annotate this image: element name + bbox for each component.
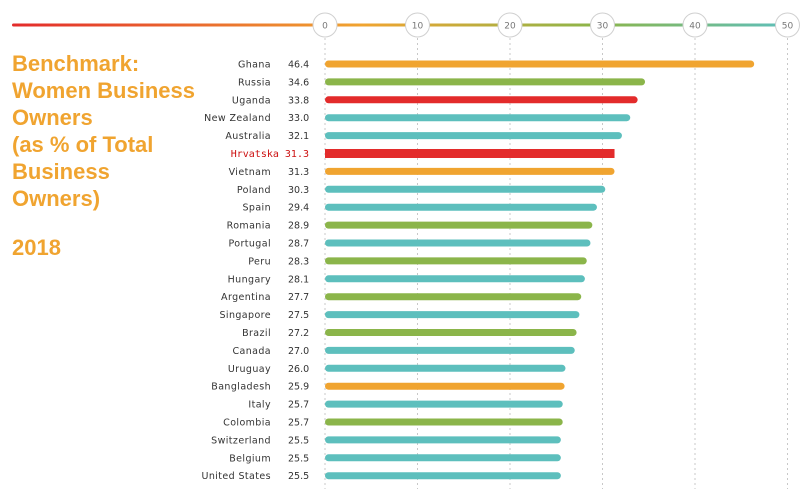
- category-label: Spain: [242, 203, 271, 214]
- category-label: Brazil: [242, 328, 271, 339]
- tick-circle-10: [405, 12, 430, 38]
- category-label: Belgium: [229, 453, 271, 464]
- bar-spain: [325, 203, 597, 211]
- value-label: 28.3: [288, 256, 309, 267]
- category-label: Singapore: [219, 310, 271, 321]
- category-label: Hungary: [228, 274, 271, 285]
- title-line-6: Owners): [12, 186, 101, 211]
- bar-italy: [325, 400, 563, 408]
- bar-canada: [325, 346, 575, 354]
- tick-circle-20: [497, 12, 523, 38]
- title-line-5: Business: [12, 159, 110, 184]
- bar-russia: [325, 78, 646, 86]
- bar-switzerland: [325, 436, 561, 444]
- bar-peru: [325, 257, 587, 265]
- bar-united-states: [325, 472, 561, 480]
- value-label: 27.7: [288, 292, 309, 303]
- value-label: 27.5: [288, 310, 309, 321]
- bar-ghana: [325, 60, 755, 68]
- bar-argentina: [325, 293, 582, 301]
- bar-colombia: [325, 418, 563, 426]
- highlight-label: Hrvatska 31.3: [231, 149, 309, 160]
- value-label: 25.5: [288, 435, 309, 446]
- tick-label-10: 10: [412, 22, 424, 32]
- title-line-4: (as % of Total: [12, 132, 154, 157]
- category-label: Vietnam: [229, 167, 271, 178]
- value-label: 25.5: [288, 453, 309, 464]
- bar-brazil: [325, 329, 577, 336]
- bar-bangladesh: [325, 382, 565, 390]
- category-label: Portugal: [228, 239, 271, 250]
- tick-label-50: 50: [782, 22, 794, 32]
- value-label: 28.7: [288, 239, 309, 250]
- category-label: Australia: [225, 131, 271, 142]
- tick-label-30: 30: [597, 22, 609, 32]
- category-label: Uruguay: [228, 364, 271, 375]
- value-label: 31.3: [288, 167, 309, 178]
- bar-vietnam: [325, 167, 615, 175]
- value-label: 29.4: [288, 203, 309, 214]
- category-label: Ghana: [238, 60, 271, 71]
- bar-poland: [325, 185, 606, 193]
- category-label: Romania: [227, 221, 271, 232]
- value-label: 26.0: [288, 364, 309, 375]
- category-label: Colombia: [223, 418, 271, 429]
- category-label: Peru: [248, 256, 271, 267]
- value-label: 27.0: [288, 346, 309, 357]
- category-label: Switzerland: [211, 435, 271, 446]
- category-label: Uganda: [232, 95, 271, 106]
- category-label: United States: [201, 471, 271, 482]
- bar-new-zealand: [325, 114, 631, 122]
- bar-uganda: [325, 96, 638, 104]
- bar-belgium: [325, 454, 561, 462]
- value-label: 28.9: [288, 221, 309, 232]
- title-line-1: Benchmark:: [12, 51, 140, 76]
- tick-label-40: 40: [689, 22, 701, 32]
- tick-circle-30: [590, 12, 615, 38]
- title-line-3: Owners: [12, 105, 93, 130]
- axis-rule: [12, 23, 792, 27]
- chart-year: 2018: [12, 235, 61, 260]
- value-label: 32.1: [288, 131, 309, 142]
- bar-australia: [325, 132, 622, 140]
- chart-title: Benchmark: Women Business Owners (as % o…: [12, 50, 242, 261]
- value-label: 25.9: [288, 382, 309, 393]
- bar-hrvatska: [325, 149, 615, 158]
- tick-circle-0: [312, 12, 338, 38]
- tick-circle-40: [682, 12, 708, 38]
- title-line-2: Women Business: [12, 78, 195, 103]
- bar-uruguay: [325, 364, 566, 372]
- value-label: 33.0: [288, 113, 309, 124]
- value-label: 30.3: [288, 185, 309, 196]
- category-label: Italy: [248, 400, 271, 411]
- bar-singapore: [325, 311, 580, 319]
- value-label: 28.1: [288, 274, 309, 285]
- category-label: New Zealand: [204, 113, 271, 124]
- category-label: Poland: [237, 185, 271, 196]
- value-label: 46.4: [288, 60, 309, 71]
- category-label: Argentina: [221, 292, 271, 303]
- bar-portugal: [325, 239, 591, 247]
- bar-romania: [325, 221, 593, 229]
- value-label: 33.8: [288, 95, 309, 106]
- category-label: Bangladesh: [211, 382, 271, 393]
- value-label: 27.2: [288, 328, 309, 339]
- value-label: 25.7: [288, 400, 309, 411]
- tick-circle-50: [775, 12, 800, 38]
- value-label: 25.5: [288, 471, 309, 482]
- value-label: 34.6: [288, 77, 309, 88]
- tick-label-0: 0: [322, 22, 328, 32]
- bar-hungary: [325, 275, 585, 283]
- tick-label-20: 20: [504, 22, 516, 32]
- value-label: 25.7: [288, 418, 309, 429]
- category-label: Russia: [238, 77, 271, 88]
- category-label: Canada: [232, 346, 271, 357]
